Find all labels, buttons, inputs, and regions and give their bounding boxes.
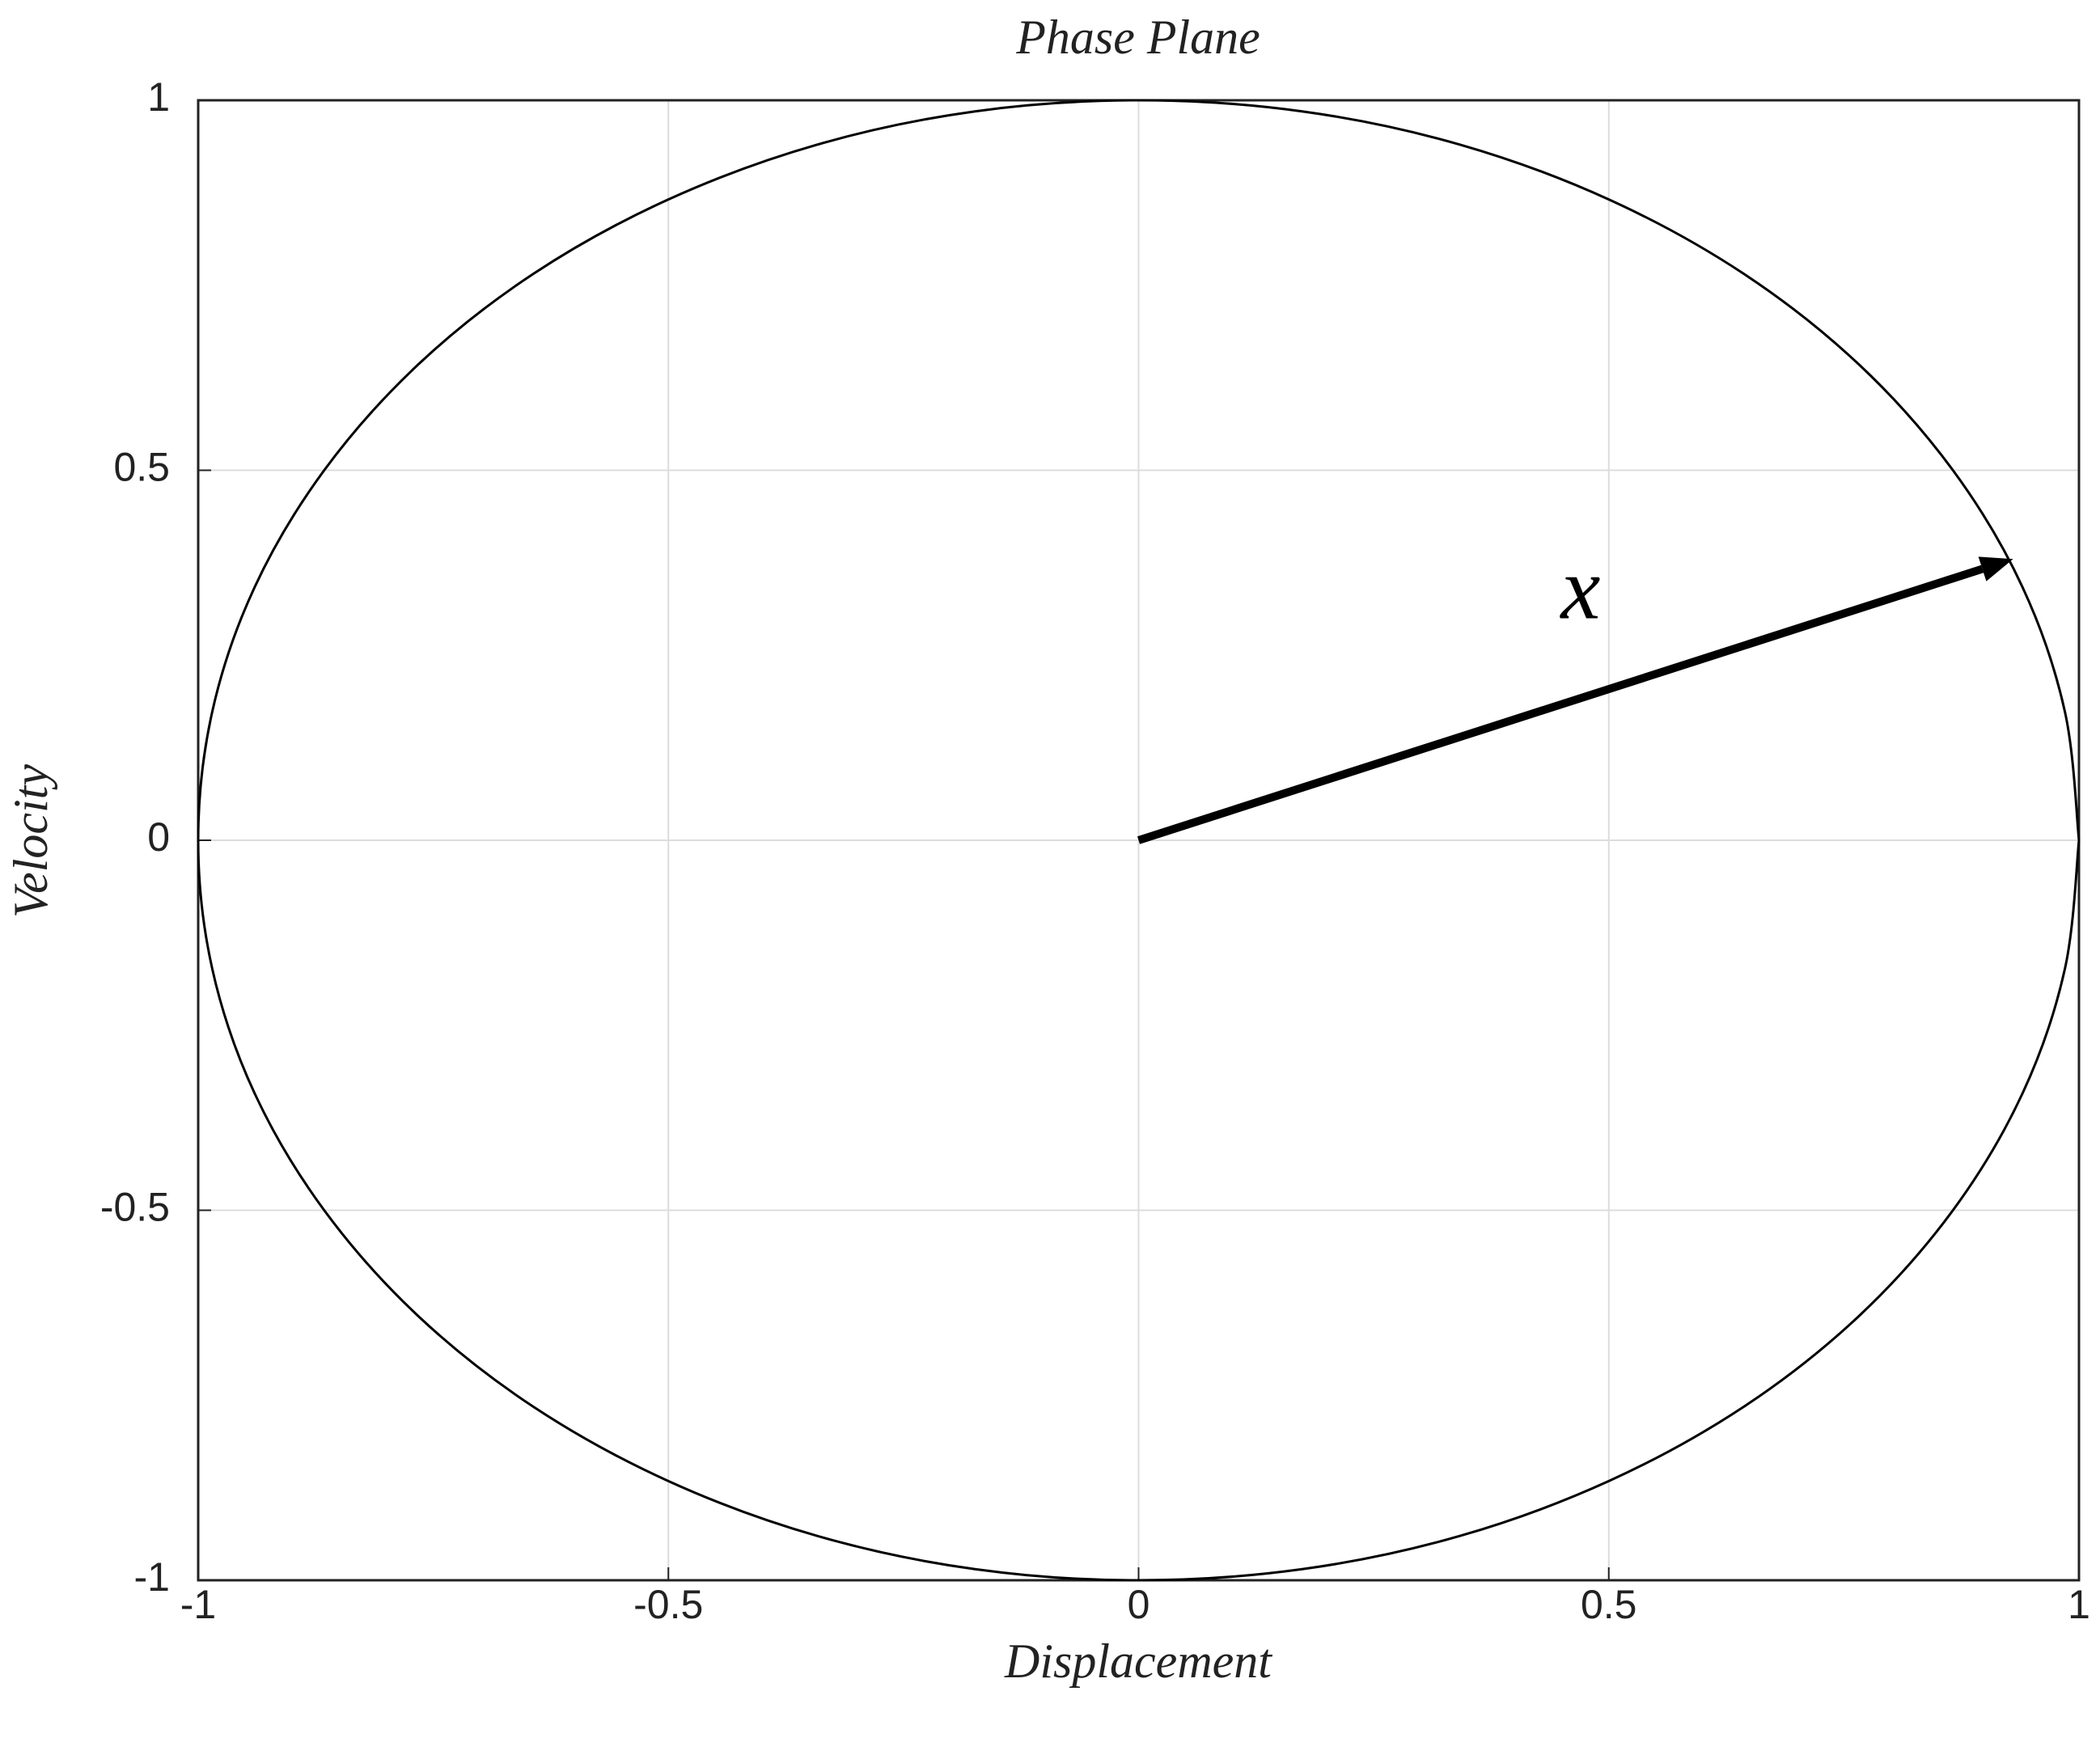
y-tick-label: -1 bbox=[134, 1554, 170, 1600]
annotation: x bbox=[1559, 539, 1600, 638]
x-tick-label: 1 bbox=[2068, 1582, 2090, 1627]
x-tick-label: 0 bbox=[1128, 1582, 1150, 1627]
x-tick-label: -0.5 bbox=[633, 1582, 703, 1627]
x-tick-label: -1 bbox=[180, 1582, 216, 1627]
y-tick-label: 1 bbox=[147, 74, 170, 120]
chart-title: Phase Plane bbox=[1015, 11, 1260, 64]
x-axis-label: Displacement bbox=[1004, 1634, 1272, 1688]
trajectory bbox=[197, 99, 2081, 1582]
x-tick-label: 0.5 bbox=[1581, 1582, 1637, 1627]
arrow-shaft bbox=[1137, 564, 1984, 844]
y-tick-label: 0.5 bbox=[113, 445, 170, 490]
arrow-head bbox=[1978, 556, 2013, 581]
y-tick-label: 0 bbox=[147, 814, 170, 860]
y-tick-label: -0.5 bbox=[100, 1185, 170, 1230]
y-axis-label: Velocity bbox=[4, 764, 57, 918]
